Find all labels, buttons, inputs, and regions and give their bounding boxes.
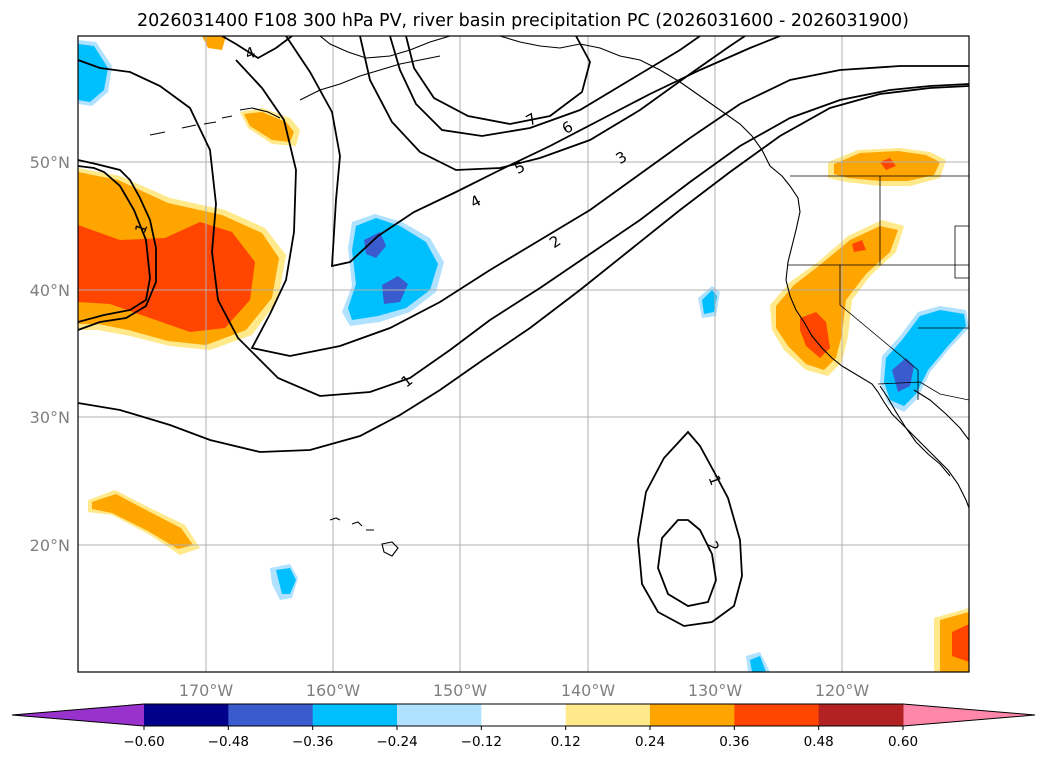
negative-anomaly-central-high-1 — [364, 232, 386, 258]
colorbar-tick-label: −0.36 — [292, 734, 333, 750]
colorbar-tick-label: 0.12 — [551, 734, 581, 750]
lon-label: 130°W — [688, 681, 743, 700]
contour-2-south-loop — [657, 519, 717, 607]
contour-4 — [285, 36, 781, 268]
colorbar-tick-label: −0.24 — [376, 734, 417, 750]
coastlines — [149, 36, 969, 557]
positive-anomaly-gulf-alaska-mid — [244, 112, 294, 142]
positive-anomaly-california-high — [800, 312, 830, 358]
colorbar-extend-low — [12, 704, 144, 726]
longitude-labels: 170°W 160°W 150°W 140°W 130°W 120°W — [179, 681, 870, 700]
colorbar-segment — [650, 704, 735, 726]
political-borders — [788, 175, 969, 401]
negative-anomaly-southwest-high — [892, 358, 914, 392]
lon-label: 120°W — [815, 681, 870, 700]
map-area: 4 7 6 5 3 4 2 1 1 1 2 — [78, 36, 969, 672]
colorbar-tick-label: 0.24 — [635, 734, 665, 750]
colorbar-segment — [228, 704, 314, 726]
colorbar-tick-label: −0.12 — [461, 734, 502, 750]
contour-3 — [235, 59, 969, 357]
colorbar-segment — [481, 704, 567, 726]
lat-label: 50°N — [30, 153, 70, 172]
colorbar-tick-label: 0.36 — [719, 734, 749, 750]
positive-anomaly-southeast-high — [952, 624, 969, 662]
negative-anomaly-northwest-mid — [78, 44, 108, 102]
precip-shading — [78, 36, 969, 672]
colorbar: −0.60 −0.48 −0.36 −0.24 −0.12 0.12 0.24 0.36 0.4… — [11, 703, 1036, 750]
positive-anomaly-hawaii-west-mid — [92, 494, 193, 549]
lon-label: 160°W — [306, 681, 361, 700]
colorbar-extend-high — [903, 704, 1035, 726]
gridlines — [78, 36, 969, 672]
colorbar-segment — [734, 704, 820, 726]
negative-anomaly-small-2-mid — [276, 568, 296, 594]
lat-label: 20°N — [30, 536, 70, 555]
negative-anomaly-small-3-mid — [750, 656, 766, 672]
lon-label: 150°W — [433, 681, 488, 700]
colorbar-segment — [818, 704, 904, 726]
colorbar-tick-label: −0.60 — [123, 734, 164, 750]
colorbar-tick-label: 0.48 — [804, 734, 834, 750]
positive-anomaly-canada-high — [880, 158, 896, 170]
pv-contours — [78, 36, 969, 627]
lat-label: 30°N — [30, 408, 70, 427]
contour-1-north — [78, 85, 969, 453]
contour-7 — [405, 36, 591, 125]
colorbar-tick-label: −0.48 — [208, 734, 249, 750]
contour-top-left — [221, 36, 293, 60]
colorbar-segment — [144, 704, 229, 726]
contour-1-south-loop — [637, 430, 743, 627]
latitude-labels: 50°N 40°N 30°N 20°N — [30, 153, 70, 555]
lon-label: 140°W — [561, 681, 616, 700]
negative-anomaly-small-1-mid — [702, 290, 717, 314]
lon-label: 170°W — [179, 681, 234, 700]
colorbar-tick-label: 0.60 — [888, 734, 918, 750]
contour-5 — [359, 36, 746, 171]
colorbar-segment — [312, 704, 398, 726]
map-frame — [77, 35, 970, 673]
positive-anomaly-west-high — [78, 222, 255, 332]
colorbar-segment — [397, 704, 482, 726]
positive-anomaly-top — [202, 36, 226, 50]
colorbar-segment — [565, 704, 651, 726]
contour-2 — [78, 59, 969, 397]
contour-1-west — [78, 159, 157, 331]
contour-6 — [389, 36, 701, 137]
figure-title: 2026031400 F108 300 hPa PV, river basin … — [137, 11, 909, 31]
positive-anomaly-california-high-2 — [852, 240, 866, 252]
lat-label: 40°N — [30, 281, 70, 300]
